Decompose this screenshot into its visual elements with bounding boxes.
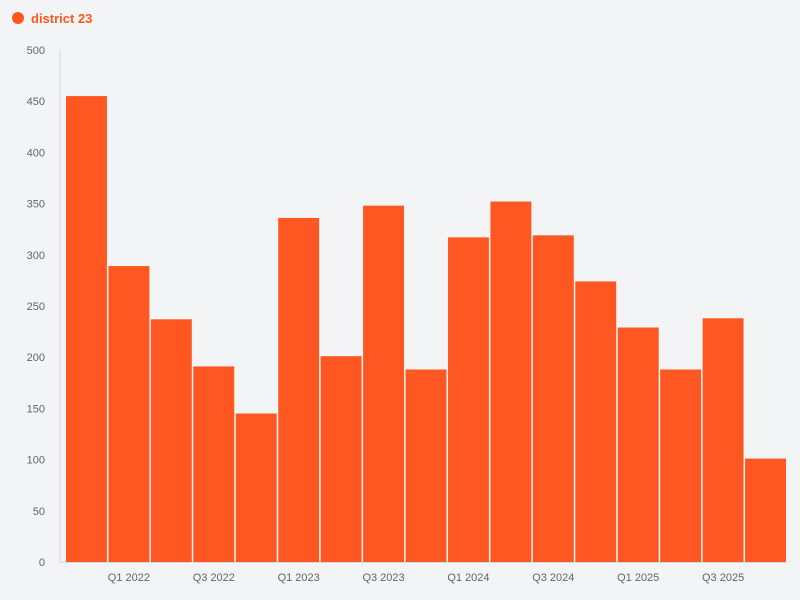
y-tick-label: 300 xyxy=(27,250,45,262)
bar[interactable] xyxy=(490,201,532,563)
y-tick-label: 500 xyxy=(27,45,45,57)
x-tick-label: Q1 2025 xyxy=(617,572,659,584)
bar[interactable] xyxy=(278,217,320,562)
y-tick-label: 150 xyxy=(27,403,45,415)
legend-swatch-icon xyxy=(12,12,24,24)
x-tick-label: Q3 2025 xyxy=(702,572,744,584)
bar[interactable] xyxy=(660,369,702,562)
bar[interactable] xyxy=(108,266,150,562)
legend[interactable]: district 23 xyxy=(12,8,92,28)
bar[interactable] xyxy=(447,237,489,562)
x-tick-label: Q1 2022 xyxy=(108,572,150,584)
x-tick-label: Q3 2023 xyxy=(362,572,404,584)
y-tick-label: 400 xyxy=(27,147,45,159)
bars xyxy=(66,96,786,563)
x-tick-label: Q3 2022 xyxy=(193,572,235,584)
x-tick-label: Q1 2023 xyxy=(278,572,320,584)
x-tick-label: Q1 2024 xyxy=(447,572,489,584)
y-tick-label: 0 xyxy=(39,557,45,569)
y-tick-label: 50 xyxy=(33,506,45,518)
legend-label: district 23 xyxy=(31,10,93,26)
y-tick-label: 200 xyxy=(27,352,45,364)
bar[interactable] xyxy=(532,235,574,562)
y-tick-label: 450 xyxy=(27,96,45,108)
bar[interactable] xyxy=(405,369,447,562)
bar[interactable] xyxy=(66,96,107,562)
bar[interactable] xyxy=(745,458,786,562)
bar[interactable] xyxy=(617,327,659,563)
bar[interactable] xyxy=(193,366,235,562)
bar[interactable] xyxy=(320,356,362,562)
y-tick-label: 100 xyxy=(27,455,45,467)
bar[interactable] xyxy=(150,319,192,562)
y-tick-label: 350 xyxy=(27,199,45,211)
y-tick-label: 250 xyxy=(27,301,45,313)
x-tick-label: Q3 2024 xyxy=(532,572,574,584)
bar[interactable] xyxy=(235,413,277,562)
bar[interactable] xyxy=(363,205,405,562)
x-axis-ticks: Q1 2022 Q3 2022 Q1 2023 Q3 2023 Q1 2024 Q3 20… xyxy=(108,572,744,584)
bar[interactable] xyxy=(702,318,744,562)
y-axis-ticks: 0 50 100 150 200 250 300 350 400 450 500 xyxy=(27,45,45,569)
bar[interactable] xyxy=(575,281,617,562)
